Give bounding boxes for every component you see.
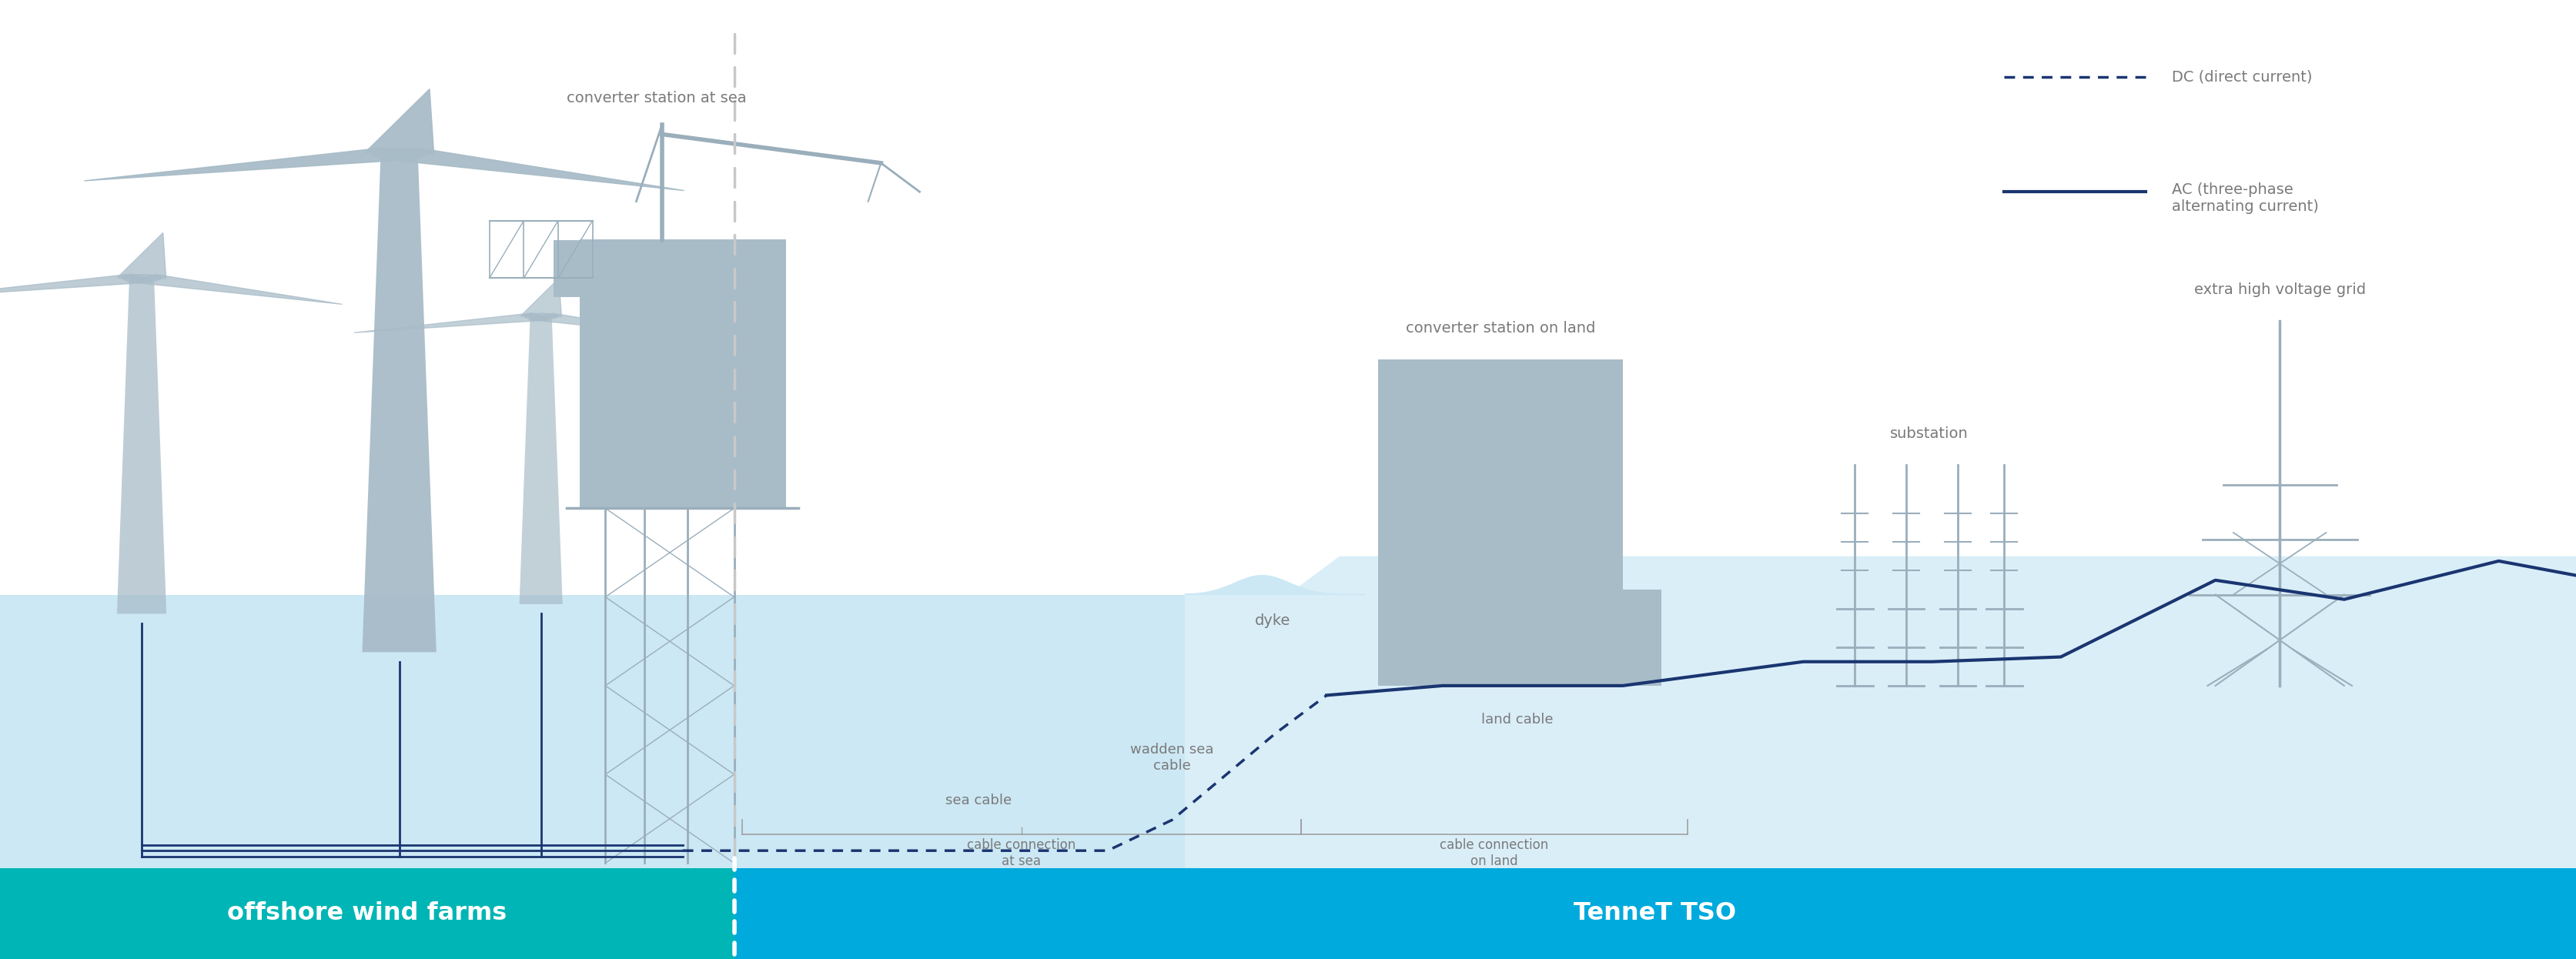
Text: sea cable: sea cable <box>945 794 1012 807</box>
Polygon shape <box>366 89 433 154</box>
Polygon shape <box>121 274 162 282</box>
Polygon shape <box>371 149 428 158</box>
Bar <box>1378 360 1623 590</box>
Bar <box>554 240 618 297</box>
Bar <box>0 595 2576 868</box>
Polygon shape <box>0 274 152 297</box>
Text: TenneT TSO: TenneT TSO <box>1574 901 1736 925</box>
Polygon shape <box>520 278 562 316</box>
Polygon shape <box>520 316 562 604</box>
Polygon shape <box>116 278 167 614</box>
Polygon shape <box>118 233 165 278</box>
Text: land cable: land cable <box>1481 713 1553 726</box>
Bar <box>734 868 2576 959</box>
Bar <box>1378 590 1662 686</box>
Polygon shape <box>1185 575 1365 595</box>
Polygon shape <box>85 148 415 181</box>
Text: DC (direct current): DC (direct current) <box>2172 69 2313 84</box>
Polygon shape <box>129 274 343 304</box>
Bar <box>0 868 734 959</box>
Polygon shape <box>353 313 549 333</box>
Text: cable connection
at sea: cable connection at sea <box>966 838 1077 868</box>
Polygon shape <box>1185 556 2576 868</box>
Text: substation: substation <box>1891 427 1968 441</box>
Polygon shape <box>528 314 711 339</box>
Text: offshore wind farms: offshore wind farms <box>227 901 507 925</box>
Text: dyke: dyke <box>1255 614 1291 628</box>
Polygon shape <box>363 153 435 652</box>
Polygon shape <box>379 148 685 191</box>
Text: wadden sea
cable: wadden sea cable <box>1131 742 1213 773</box>
Text: AC (three-phase
alternating current): AC (three-phase alternating current) <box>2172 182 2318 214</box>
Bar <box>0 595 1198 868</box>
Text: converter station at sea: converter station at sea <box>567 91 747 105</box>
Bar <box>580 240 786 508</box>
Text: converter station on land: converter station on land <box>1406 321 1595 336</box>
Text: cable connection
on land: cable connection on land <box>1440 838 1548 868</box>
Polygon shape <box>526 314 556 319</box>
Text: extra high voltage grid: extra high voltage grid <box>2195 283 2365 297</box>
